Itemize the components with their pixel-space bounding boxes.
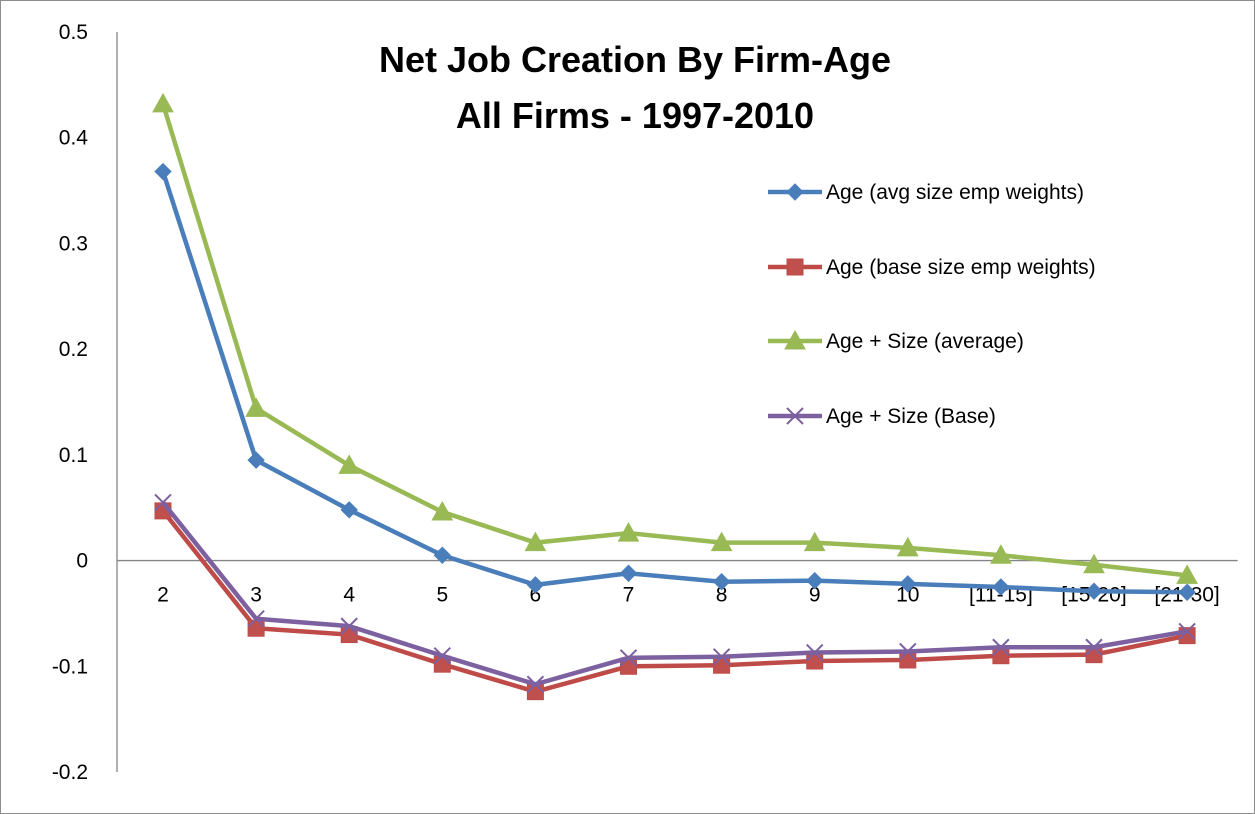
y-tick-label: 0.5 (59, 21, 88, 44)
data-point-x (247, 610, 265, 628)
data-point-x-stroke (154, 493, 172, 512)
data-point-triangle (152, 92, 174, 113)
y-tick-label: 0.4 (59, 127, 89, 150)
data-point-triangle (803, 531, 826, 552)
data-point-square (247, 619, 265, 637)
data-point-x (433, 647, 452, 665)
series-line (161, 501, 1188, 687)
data-point-x (619, 649, 638, 667)
data-point-triangle (710, 531, 733, 552)
legend-label: Age + Size (Base) (826, 405, 996, 428)
data-point-x-stroke (712, 648, 731, 666)
chart-title: Net Job Creation By Firm-Age (379, 39, 891, 80)
data-point-triangle (896, 536, 919, 557)
data-point-triangle (617, 522, 640, 542)
data-point-diamond (433, 546, 452, 564)
data-point-square (806, 652, 824, 670)
legend-marker (786, 183, 804, 201)
y-tick-label: 0.2 (59, 338, 88, 361)
data-point-x-stroke (992, 638, 1010, 656)
x-tick-label: 7 (623, 584, 635, 607)
series-line (160, 103, 1188, 578)
legend-label: Age (avg size emp weights) (826, 181, 1084, 204)
data-point-x (1178, 622, 1196, 641)
data-point-triangle (431, 500, 454, 521)
data-point-x-stroke (619, 649, 638, 667)
data-point-triangle (1176, 564, 1198, 584)
x-tick-label: 8 (716, 584, 728, 607)
data-point-diamond (154, 162, 172, 181)
x-tick-label: 3 (250, 584, 262, 607)
data-point-x (526, 675, 545, 693)
series-line (160, 170, 1188, 595)
data-point-x (899, 642, 917, 661)
y-tick-label: -0.1 (52, 655, 88, 678)
data-point-x-stroke (805, 643, 824, 662)
legend-item: Age (base size emp weights) (768, 256, 1096, 279)
data-point-x-stroke (1178, 622, 1196, 641)
x-tick-label: 5 (436, 584, 448, 607)
data-point-triangle (1083, 553, 1105, 574)
legend-marker-stroke (786, 407, 804, 425)
data-point-triangle (338, 454, 361, 474)
data-point-triangle (245, 397, 267, 417)
series-1 (154, 162, 1196, 601)
data-point-x (154, 493, 172, 512)
data-point-diamond (899, 575, 917, 593)
data-point-x (712, 648, 731, 666)
data-point-triangle (990, 544, 1012, 564)
data-point-diamond (712, 573, 731, 591)
series-4 (154, 493, 1196, 693)
data-point-x-stroke (526, 675, 545, 693)
x-tick-label: 10 (896, 584, 919, 607)
legend-item: Age (avg size emp weights) (768, 181, 1084, 204)
legend-marker (784, 329, 806, 350)
data-point-x-stroke (340, 617, 358, 635)
data-point-diamond (1178, 583, 1196, 601)
legend-marker (786, 258, 804, 276)
y-tick-label: 0.1 (59, 444, 88, 467)
data-point-x-stroke (247, 610, 265, 628)
series-3 (152, 92, 1198, 584)
y-tick-label: 0 (76, 550, 88, 573)
data-point-x-stroke (433, 647, 452, 665)
legend-label: Age (base size emp weights) (826, 256, 1096, 279)
data-point-square (713, 656, 731, 674)
data-point-diamond (805, 571, 824, 590)
y-tick-label: -0.2 (52, 761, 88, 784)
y-tick-label: 0.3 (59, 232, 88, 255)
data-point-x-stroke (1085, 638, 1103, 656)
legend-item: Age + Size (average) (768, 329, 1024, 353)
data-point-square (899, 651, 917, 669)
data-point-x-stroke (899, 642, 917, 661)
legend-label: Age + Size (average) (826, 330, 1024, 353)
x-tick-label: 6 (530, 584, 542, 607)
data-point-diamond (1085, 582, 1103, 600)
data-point-diamond (619, 564, 638, 582)
chart-subtitle: All Firms - 1997-2010 (456, 95, 814, 136)
x-tick-label: 9 (809, 584, 821, 607)
legend-item: Age + Size (Base) (768, 405, 996, 428)
data-point-x (340, 617, 358, 635)
data-point-x (992, 638, 1010, 656)
data-point-diamond (526, 576, 545, 594)
data-point-x (805, 643, 824, 662)
data-point-diamond (340, 501, 358, 519)
data-point-square (992, 647, 1010, 665)
data-point-diamond (247, 451, 265, 469)
data-point-x (1085, 638, 1103, 656)
legend-marker (786, 407, 804, 425)
data-point-triangle (524, 531, 547, 552)
series-line (161, 509, 1188, 694)
data-point-diamond (992, 578, 1010, 596)
x-tick-label: 2 (157, 584, 169, 607)
x-tick-label: 4 (343, 584, 355, 607)
